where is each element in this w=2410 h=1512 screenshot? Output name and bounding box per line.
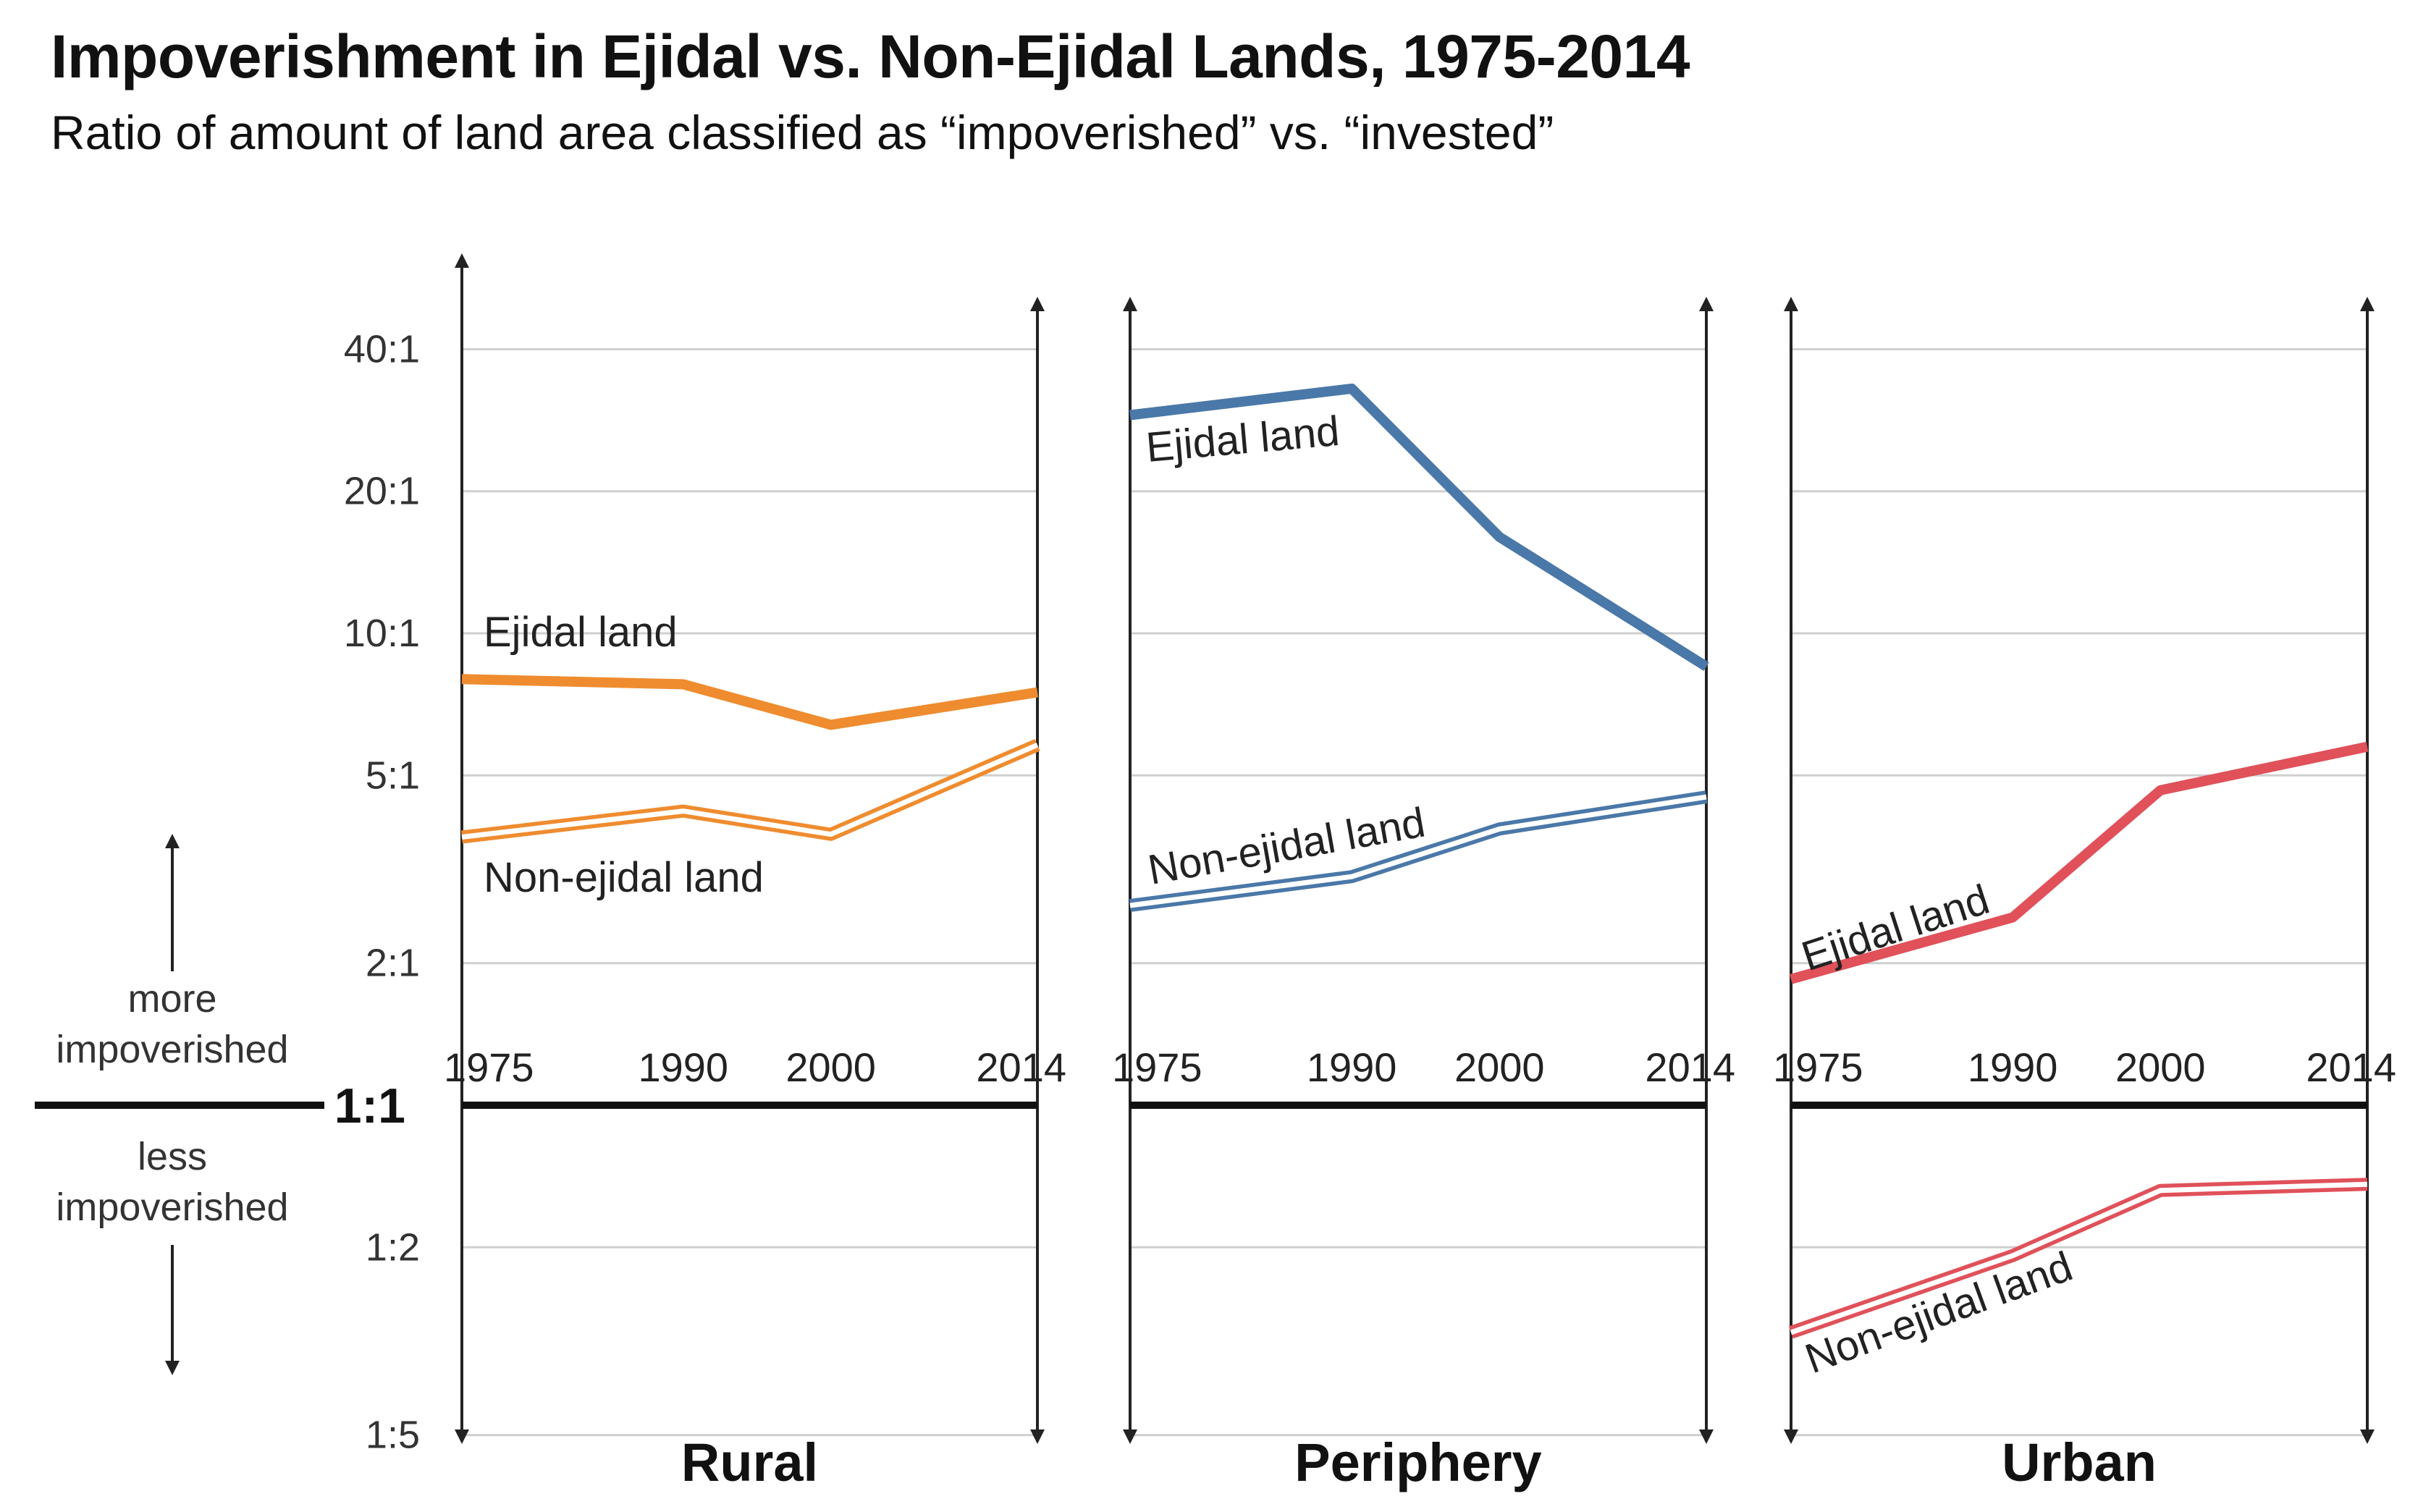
x-tick-label: 1975 bbox=[444, 1044, 534, 1090]
y-tick-label: 1:1 bbox=[334, 1078, 405, 1133]
more-impoverished-label: impoverished bbox=[56, 1028, 288, 1071]
urban-non-ejidal-line-inner bbox=[1790, 1181, 2368, 1335]
rural-non-ejidal-label: Non-ejidal land bbox=[484, 854, 764, 901]
x-tick-label: 1990 bbox=[1968, 1044, 2058, 1090]
y-tick-label: 40:1 bbox=[344, 327, 420, 371]
periphery-ejidal-label: Ejidal land bbox=[1144, 407, 1341, 471]
less-impoverished-label: impoverished bbox=[56, 1186, 288, 1229]
y-tick-label: 1:5 bbox=[366, 1414, 420, 1457]
x-tick-label: 2000 bbox=[1454, 1044, 1545, 1090]
y-tick-label: 5:1 bbox=[366, 753, 420, 797]
y-tick-label: 20:1 bbox=[344, 470, 420, 513]
x-tick-label: 1975 bbox=[1773, 1044, 1863, 1090]
y-tick-label: 1:2 bbox=[366, 1225, 420, 1269]
chart-subtitle: Ratio of amount of land area classified … bbox=[51, 106, 1554, 159]
x-tick-label: 2014 bbox=[1645, 1044, 1735, 1090]
axis-layer bbox=[35, 253, 2375, 1444]
series-layer bbox=[460, 383, 2369, 1339]
panel-title-periphery: Periphery bbox=[1294, 1432, 1541, 1492]
rural-ejidal-line bbox=[461, 674, 1039, 730]
rural-ejidal-label: Ejidal land bbox=[484, 609, 678, 656]
x-tick-label: 2000 bbox=[2115, 1044, 2206, 1090]
urban-ejidal-label: Ejidal land bbox=[1796, 876, 1995, 981]
panel-title-urban: Urban bbox=[2002, 1432, 2157, 1492]
x-tick-label: 2000 bbox=[785, 1044, 876, 1090]
x-tick-label: 2014 bbox=[976, 1044, 1066, 1090]
text-layer: 40:1 20:1 10:1 5:1 2:1 1:1 1:2 1:5 1975 1990 2000 2… bbox=[56, 327, 2396, 1492]
chart-title: Impoverishment in Ejidal vs. Non-Ejidal … bbox=[51, 22, 1690, 90]
rural-non-ejidal-line-inner bbox=[461, 742, 1039, 840]
x-tick-label: 1975 bbox=[1112, 1044, 1202, 1090]
periphery-non-ejidal-line-inner bbox=[1129, 794, 1707, 908]
more-impoverished-label: more bbox=[127, 977, 216, 1021]
y-tick-label: 10:1 bbox=[344, 612, 420, 655]
periphery-ejidal-line bbox=[1129, 383, 1709, 671]
grid-layer bbox=[462, 347, 2367, 1437]
x-tick-label: 2014 bbox=[2306, 1044, 2396, 1090]
urban-ejidal-line bbox=[1790, 741, 2369, 984]
less-impoverished-label: less bbox=[138, 1135, 207, 1178]
y-tick-label: 2:1 bbox=[366, 942, 420, 985]
x-tick-label: 1990 bbox=[1307, 1044, 1397, 1090]
x-tick-label: 1990 bbox=[638, 1044, 728, 1090]
panel-title-rural: Rural bbox=[681, 1432, 818, 1492]
